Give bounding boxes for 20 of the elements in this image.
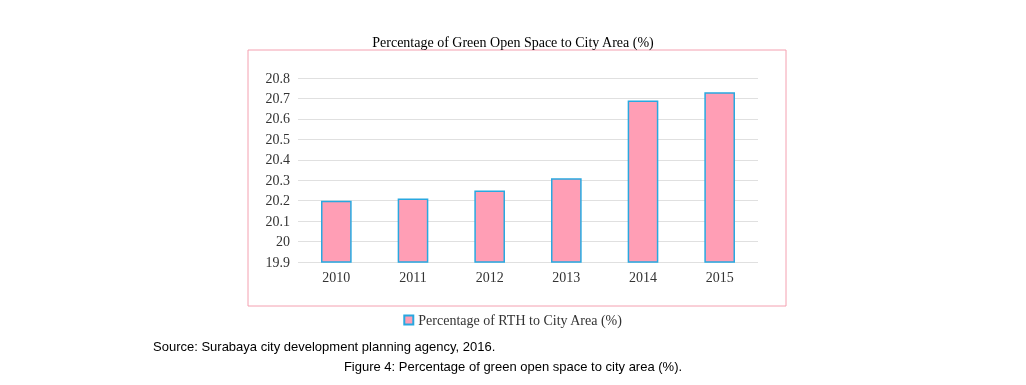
y-tick-label: 20.6 xyxy=(265,111,290,127)
x-tick-label: 2012 xyxy=(475,269,504,285)
x-tick-label: 2011 xyxy=(399,269,427,285)
caption: Figure 4: Percentage of green open space to city area (%). xyxy=(343,359,683,374)
y-tick-label: 20.2 xyxy=(265,193,290,209)
x-tick-label: 2014 xyxy=(629,269,657,285)
y-tick-label: 19.9 xyxy=(265,254,290,270)
x-tick-label: 2010 xyxy=(322,269,351,285)
y-tick-label: 20.8 xyxy=(265,70,290,86)
y-tick-label: 20.7 xyxy=(265,90,290,106)
y-tick-label: 20.3 xyxy=(265,172,290,188)
x-tick-label: 2015 xyxy=(705,269,734,285)
source-note: Source: Surabaya city development planning agency, 2016. xyxy=(153,339,496,354)
chart-title: Percentage of Green Open Space to City Area (%) xyxy=(372,34,655,51)
x-tick-label: 2013 xyxy=(552,269,581,285)
y-tick-label: 20 xyxy=(276,234,290,250)
y-tick-label: 20.1 xyxy=(265,213,290,229)
y-tick-label: 20.5 xyxy=(265,131,290,147)
y-tick-label: 20.4 xyxy=(265,152,290,168)
legend-label: Percentage of RTH to City Area (%) xyxy=(418,312,623,329)
